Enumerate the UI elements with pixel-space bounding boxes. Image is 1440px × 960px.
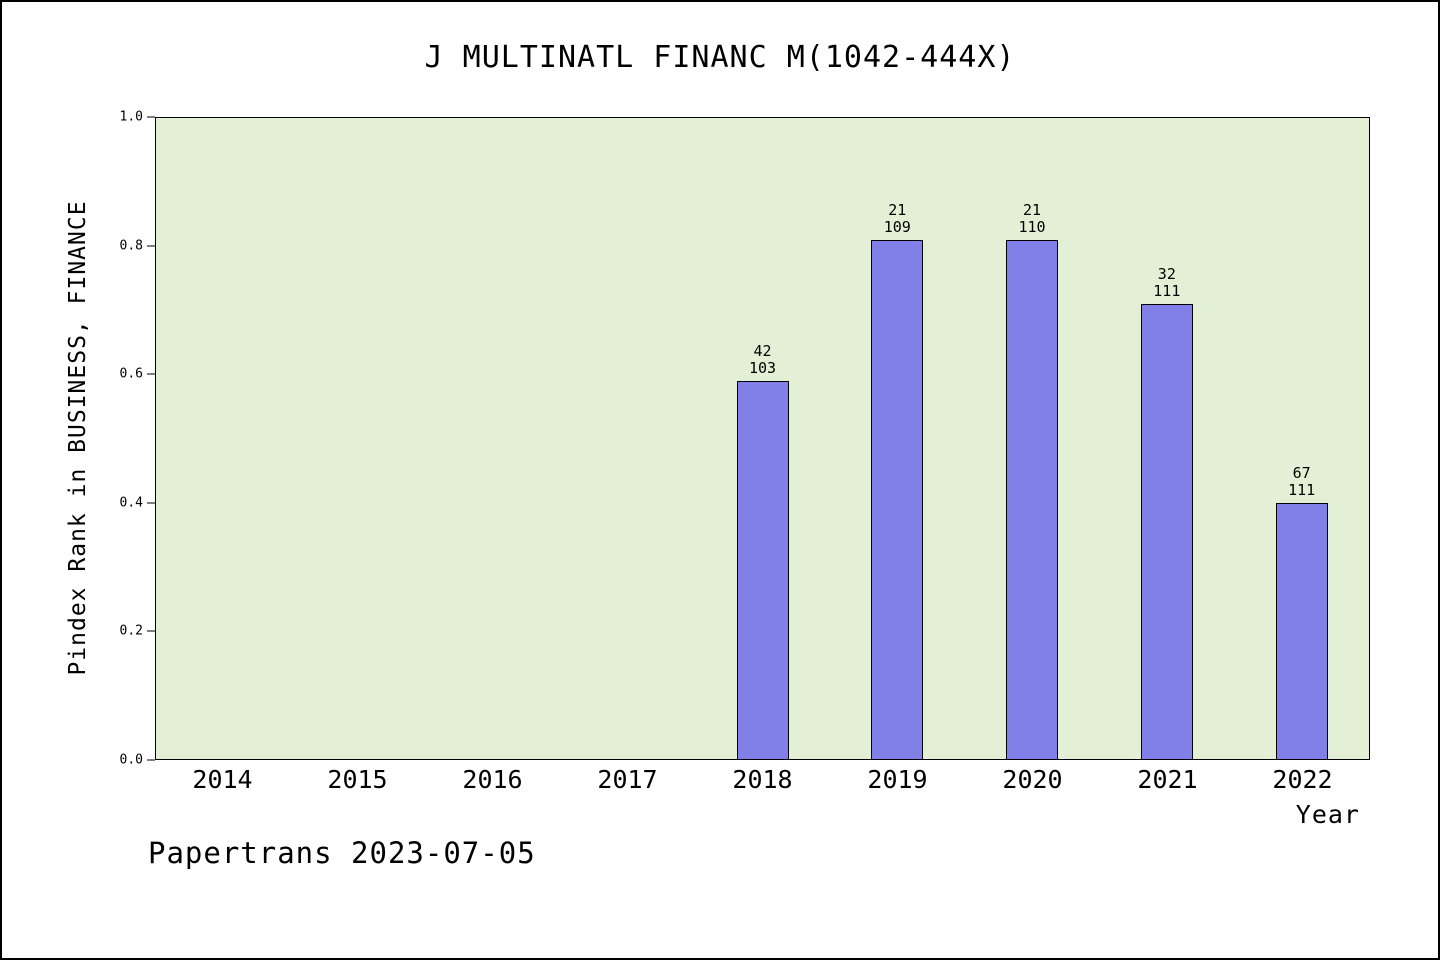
y-tick-label: 0.2: [119, 623, 143, 639]
bar-annotation-2018: 42 103: [749, 343, 776, 381]
bar-annotation-2019: 21 109: [884, 202, 911, 240]
bars-layer: 42 103 21 109 21 110 32 111 67 111: [156, 118, 1369, 759]
bar-2021: [1140, 303, 1193, 759]
y-tick-label: 0.6: [119, 366, 143, 382]
bar-annotation-line: 110: [1018, 218, 1046, 236]
x-tick-label-2021: 2021: [1137, 765, 1198, 794]
y-tick-label: 1.0: [119, 109, 143, 125]
y-axis: 0.0 0.2 0.4 0.6 0.8 1.0: [0, 110, 155, 768]
x-tick-label-2017: 2017: [597, 765, 658, 794]
y-tick-mark: [147, 116, 155, 118]
y-tick-mark: [147, 759, 155, 761]
bar-annotation-line: 109: [883, 218, 911, 236]
x-tick-label-2022: 2022: [1272, 765, 1333, 794]
y-tick-label: 0.4: [119, 495, 143, 511]
x-axis-label: Year: [1295, 800, 1360, 829]
x-tick-label-2018: 2018: [732, 765, 793, 794]
y-tick-mark: [147, 630, 155, 632]
bar-2022: [1275, 502, 1328, 759]
y-tick-mark: [147, 502, 155, 504]
x-tick-label-2014: 2014: [192, 765, 253, 794]
y-tick: 0.4: [120, 495, 155, 510]
bar-annotation-2021: 32 111: [1153, 266, 1180, 304]
chart-title: J MULTINATL FINANC M(1042-444X): [424, 40, 1016, 75]
x-tick-label-2019: 2019: [867, 765, 928, 794]
x-tick-label-2015: 2015: [327, 765, 388, 794]
y-tick-mark: [147, 373, 155, 375]
plot-area: 42 103 21 109 21 110 32 111 67 111: [155, 117, 1370, 760]
bar-2019: [871, 239, 924, 759]
y-tick: 1.0: [120, 110, 155, 125]
bar-annotation-2020: 21 110: [1019, 202, 1046, 240]
bar-annotation-2022: 67 111: [1288, 465, 1315, 503]
footer-text: Papertrans 2023-07-05: [148, 836, 536, 870]
bar-annotation-line: 42: [753, 342, 772, 361]
bar-annotation-line: 21: [1023, 201, 1042, 220]
x-tick-label-2016: 2016: [462, 765, 523, 794]
bar-annotation-line: 21: [888, 201, 907, 220]
x-tick-label-2020: 2020: [1002, 765, 1063, 794]
x-axis-ticks: 2014 2015 2016 2017 2018 2019 2020 2021 2022: [155, 763, 1370, 794]
bar-2018: [736, 380, 789, 759]
bar-annotation-line: 32: [1157, 265, 1176, 284]
bar-2020: [1006, 239, 1059, 759]
y-tick: 0.8: [120, 238, 155, 253]
bar-annotation-line: 103: [748, 359, 777, 378]
y-tick: 0.6: [120, 367, 155, 382]
y-tick: 0.2: [120, 624, 155, 639]
y-tick: 0.0: [120, 753, 155, 768]
bar-annotation-line: 111: [1153, 282, 1181, 301]
bar-annotation-line: 111: [1288, 480, 1316, 499]
y-tick-label: 0.0: [119, 752, 143, 768]
y-tick-label: 0.8: [119, 238, 143, 254]
y-tick-mark: [147, 245, 155, 247]
bar-annotation-line: 67: [1292, 464, 1311, 483]
